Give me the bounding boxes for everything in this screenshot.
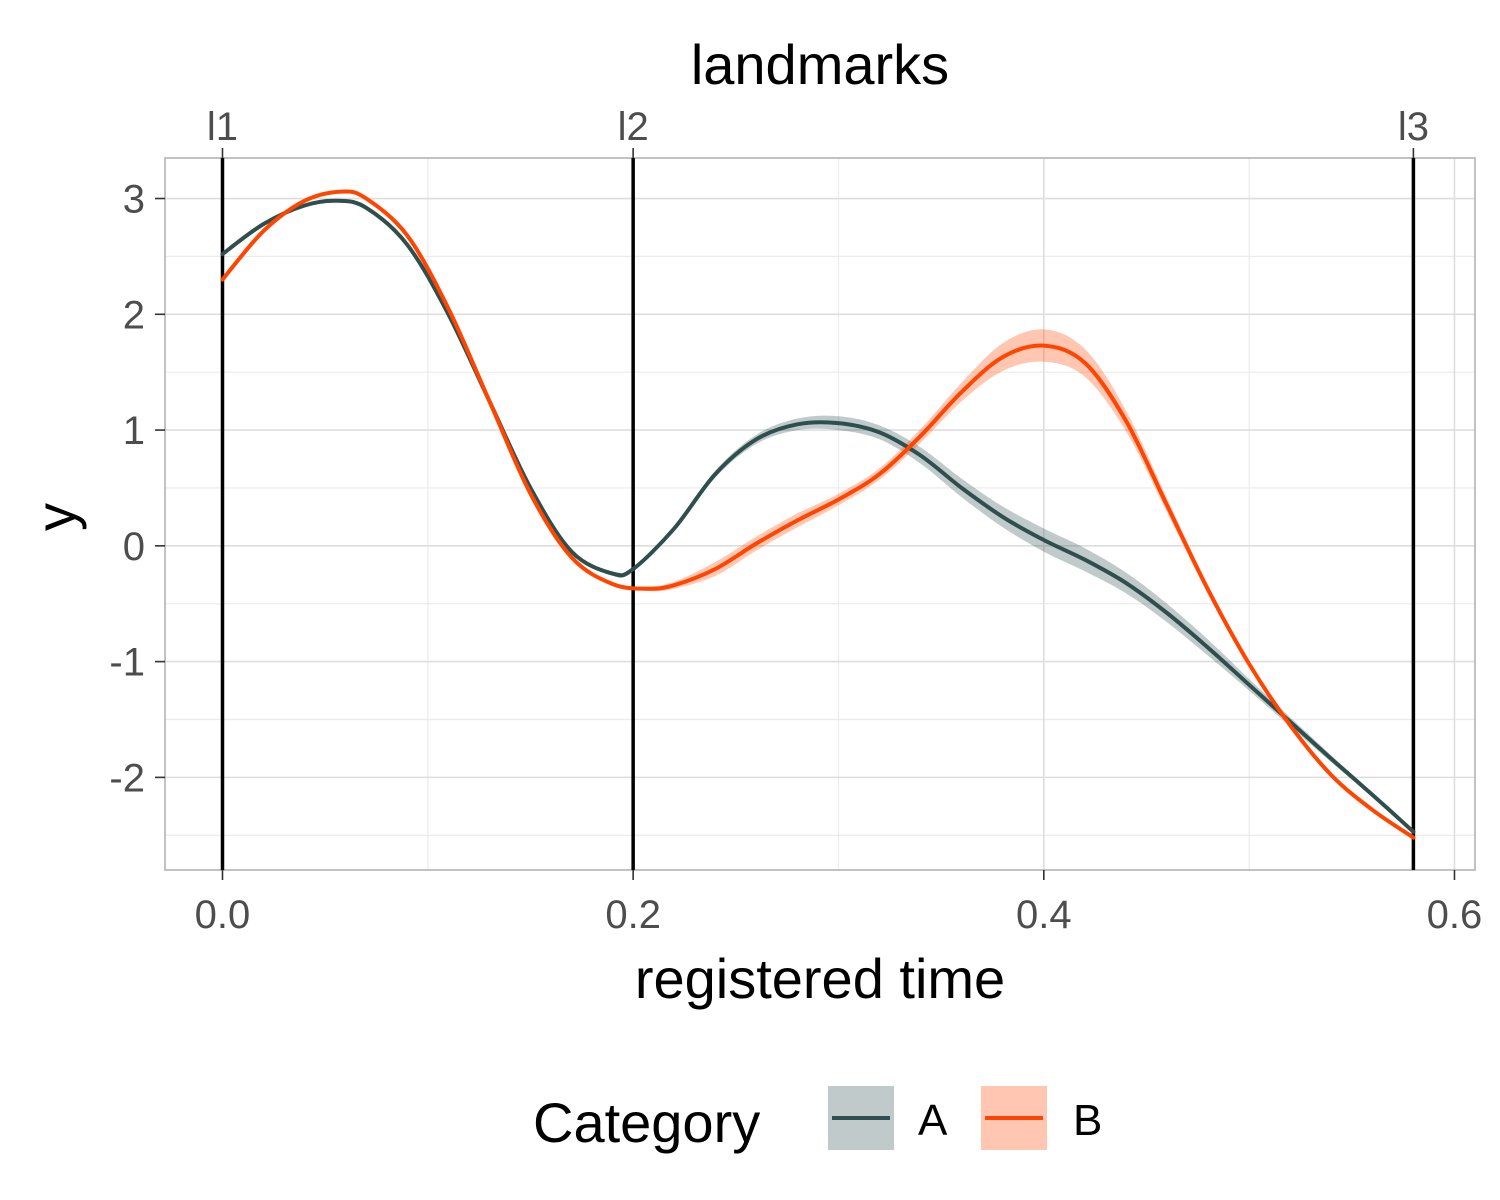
landmark-tick-label-l3: l3 [1398, 105, 1429, 149]
minor-gridlines [165, 158, 1475, 870]
legend-label-a: A [918, 1096, 948, 1145]
y-tick-label: -2 [109, 756, 145, 800]
y-tick-label: -1 [109, 641, 145, 685]
confidence-ribbons [222, 191, 1414, 838]
x-tick-label: 0.0 [195, 893, 251, 937]
x-tick-label: 0.4 [1016, 893, 1072, 937]
series-line-b [220, 189, 1416, 840]
x-axis-title: registered time [635, 947, 1005, 1010]
x-axis-ticks: 0.0 0.2 0.4 0.6 [195, 870, 1483, 937]
landmark-axis-ticks: l1 l2 l3 [207, 105, 1429, 158]
legend-label-b: B [1073, 1096, 1102, 1145]
landmark-tick-label-l1: l1 [207, 105, 238, 149]
y-tick-label: 0 [123, 525, 145, 569]
y-tick-label: 2 [123, 293, 145, 337]
legend-item-a: A [828, 1086, 948, 1150]
ribbon-series-b [222, 191, 1414, 838]
series-lines [220, 189, 1416, 840]
landmark-tick-label-l2: l2 [618, 105, 649, 149]
series-line-a [220, 198, 1416, 834]
legend-title: Category [533, 1091, 760, 1154]
legend: Category A B [533, 1086, 1102, 1154]
y-tick-label: 3 [123, 178, 145, 222]
y-axis-ticks: -2 -1 0 1 2 3 [109, 178, 165, 800]
y-tick-label: 1 [123, 409, 145, 453]
x-tick-label: 0.2 [605, 893, 661, 937]
y-axis-title: y [24, 503, 87, 531]
secondary-x-axis-title: landmarks [691, 33, 949, 96]
legend-item-b: B [981, 1086, 1102, 1150]
x-tick-label: 0.6 [1427, 893, 1483, 937]
panel-border [164, 157, 1476, 871]
